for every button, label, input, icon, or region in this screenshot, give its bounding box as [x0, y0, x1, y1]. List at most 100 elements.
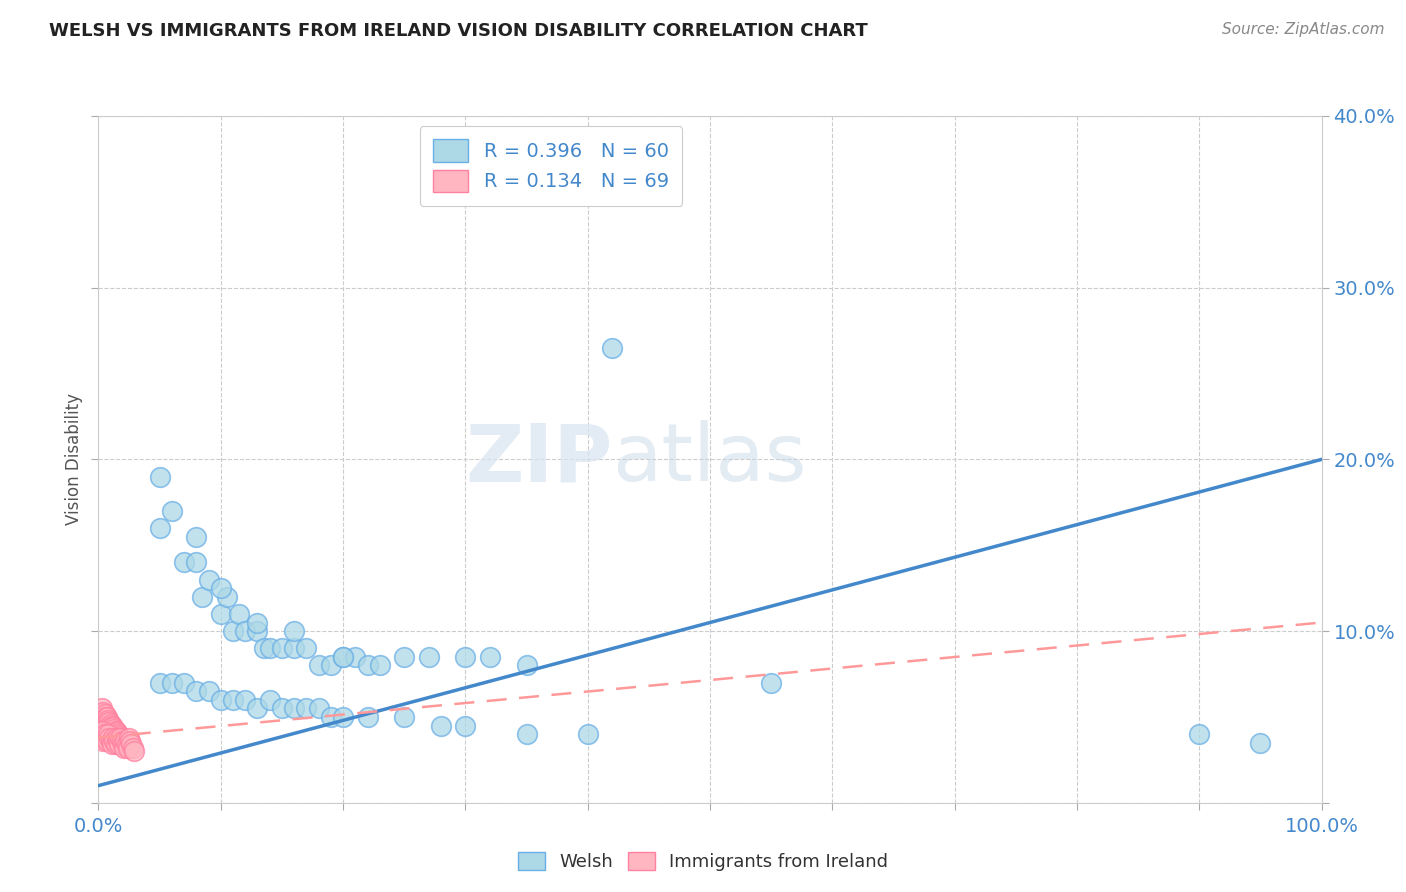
Point	[121, 740, 143, 755]
Point	[97, 718, 120, 732]
Point	[103, 727, 125, 741]
Point	[108, 738, 131, 752]
Point	[96, 710, 118, 724]
Point	[122, 744, 145, 758]
Point	[478, 649, 501, 664]
Point	[252, 641, 274, 656]
Point	[100, 716, 122, 731]
Point	[96, 734, 118, 748]
Point	[118, 731, 141, 745]
Point	[356, 658, 378, 673]
Point	[209, 692, 232, 706]
Point	[120, 734, 142, 748]
Point	[89, 718, 111, 732]
Point	[98, 720, 121, 734]
Point	[186, 530, 208, 544]
Point	[111, 738, 134, 752]
Point	[222, 624, 245, 639]
Point	[246, 615, 269, 630]
Point	[246, 624, 269, 639]
Point	[215, 590, 238, 604]
Point	[101, 731, 124, 745]
Point	[246, 701, 269, 715]
Point	[283, 624, 305, 639]
Point	[173, 555, 195, 570]
Point	[111, 732, 134, 747]
Point	[111, 734, 134, 748]
Point	[295, 701, 318, 715]
Point	[104, 738, 127, 752]
Point	[107, 734, 129, 748]
Point	[259, 692, 281, 706]
Point	[97, 727, 120, 741]
Point	[100, 722, 122, 736]
Point	[91, 723, 114, 738]
Point	[91, 701, 114, 715]
Point	[356, 710, 378, 724]
Y-axis label: Vision Disability: Vision Disability	[65, 393, 83, 525]
Point	[110, 731, 132, 745]
Point	[110, 736, 132, 750]
Point	[101, 718, 124, 732]
Point	[105, 725, 128, 739]
Point	[332, 710, 354, 724]
Point	[97, 714, 120, 728]
Point	[186, 684, 208, 698]
Point	[173, 675, 195, 690]
Point	[91, 734, 114, 748]
Point	[186, 555, 208, 570]
Point	[191, 590, 214, 604]
Point	[91, 706, 114, 721]
Point	[319, 710, 342, 724]
Point	[283, 641, 305, 656]
Point	[91, 705, 114, 719]
Point	[103, 722, 125, 736]
Point	[110, 731, 132, 745]
Point	[197, 573, 219, 587]
Point	[93, 714, 115, 728]
Point	[105, 731, 128, 745]
Point	[108, 729, 131, 743]
Point	[392, 649, 416, 664]
Point	[96, 715, 118, 730]
Point	[228, 607, 250, 621]
Point	[332, 649, 354, 664]
Point	[111, 734, 134, 748]
Point	[392, 710, 416, 724]
Point	[103, 734, 125, 748]
Point	[94, 710, 117, 724]
Legend: R = 0.396   N = 60, R = 0.134   N = 69: R = 0.396 N = 60, R = 0.134 N = 69	[419, 126, 682, 205]
Point	[160, 675, 183, 690]
Point	[344, 649, 367, 664]
Point	[111, 738, 134, 752]
Point	[107, 732, 129, 747]
Point	[101, 723, 124, 738]
Point	[94, 731, 117, 745]
Point	[209, 581, 232, 595]
Point	[209, 607, 232, 621]
Point	[259, 641, 281, 656]
Point	[90, 714, 112, 728]
Point	[107, 727, 129, 741]
Text: WELSH VS IMMIGRANTS FROM IRELAND VISION DISABILITY CORRELATION CHART: WELSH VS IMMIGRANTS FROM IRELAND VISION …	[49, 22, 868, 40]
Point	[418, 649, 440, 664]
Point	[105, 731, 128, 745]
Point	[308, 658, 330, 673]
Point	[98, 731, 121, 745]
Point	[89, 727, 111, 741]
Point	[104, 729, 127, 743]
Point	[233, 624, 256, 639]
Point	[100, 734, 122, 748]
Point	[430, 718, 453, 732]
Point	[576, 727, 599, 741]
Point	[104, 723, 127, 738]
Point	[149, 521, 172, 535]
Point	[454, 649, 477, 664]
Legend: Welsh, Immigrants from Ireland: Welsh, Immigrants from Ireland	[510, 845, 896, 879]
Point	[319, 658, 342, 673]
Point	[90, 731, 112, 745]
Text: atlas: atlas	[612, 420, 807, 499]
Point	[117, 740, 139, 755]
Point	[515, 727, 537, 741]
Point	[233, 692, 256, 706]
